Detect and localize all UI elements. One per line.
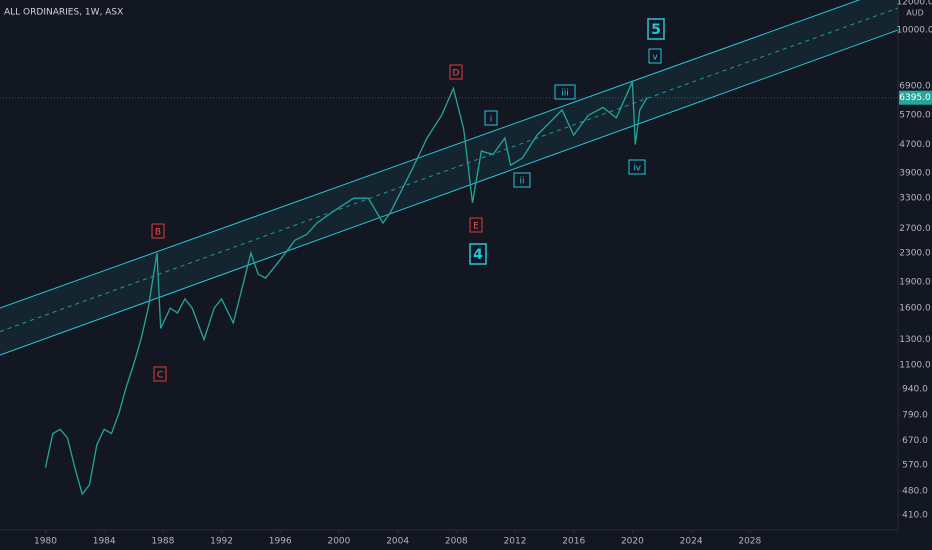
channel-upper bbox=[0, 0, 861, 309]
y-tick-label: 12000.0 bbox=[896, 0, 932, 8]
wave-label-box bbox=[628, 159, 646, 175]
wave-label-box bbox=[151, 223, 165, 239]
y-tick-label: 1900.0 bbox=[899, 277, 931, 287]
wave-label: iv bbox=[633, 164, 642, 174]
x-tick-label: 2012 bbox=[504, 537, 527, 547]
y-tick-label: 790.0 bbox=[902, 411, 928, 421]
x-tick-label: 2004 bbox=[386, 537, 409, 547]
wave-label: ii bbox=[519, 177, 524, 187]
x-tick-label: 1996 bbox=[269, 537, 292, 547]
x-tick-label: 1980 bbox=[34, 537, 57, 547]
y-tick-label: 480.0 bbox=[902, 486, 928, 496]
wave-label: 4 bbox=[473, 247, 483, 263]
wave-label-box bbox=[554, 84, 576, 100]
y-tick-label: 5700.0 bbox=[899, 111, 931, 121]
x-tick-label: 2028 bbox=[738, 537, 761, 547]
wave-label-box bbox=[648, 48, 662, 64]
last-price-label: 6395.0 bbox=[899, 93, 931, 103]
wave-label: v bbox=[652, 53, 658, 63]
wave-label: i bbox=[490, 115, 493, 125]
x-tick-label: 1988 bbox=[151, 537, 174, 547]
y-tick-label: 1300.0 bbox=[899, 335, 931, 345]
wave-label: D bbox=[453, 69, 460, 79]
y-tick-label: 4700.0 bbox=[899, 140, 931, 150]
wave-label: E bbox=[473, 222, 479, 232]
x-tick-label: 1992 bbox=[210, 537, 233, 547]
x-tick-label: 2000 bbox=[327, 537, 350, 547]
wave-label-box bbox=[513, 172, 531, 188]
y-tick-label: 1100.0 bbox=[899, 360, 931, 370]
wave-label: B bbox=[155, 228, 161, 238]
y-tick-label: 940.0 bbox=[902, 384, 928, 394]
wave-label: C bbox=[157, 371, 163, 381]
wave-label: 5 bbox=[651, 22, 661, 38]
price-line bbox=[44, 81, 648, 496]
wave-label-box bbox=[484, 110, 498, 126]
wave-label-box bbox=[647, 18, 665, 40]
x-tick-label: 2020 bbox=[621, 537, 644, 547]
wave-label-box bbox=[469, 243, 487, 265]
wave-label: iii bbox=[561, 89, 569, 99]
currency: AUD bbox=[906, 9, 924, 18]
wave-label-box bbox=[449, 64, 463, 80]
y-tick-label: 6900.0 bbox=[899, 82, 931, 92]
x-tick-label: 2024 bbox=[680, 537, 703, 547]
y-tick-label: 2300.0 bbox=[899, 248, 931, 258]
y-tick-label: 2700.0 bbox=[899, 224, 931, 234]
wave-label-box bbox=[153, 366, 167, 382]
y-tick-label: 10000.0 bbox=[896, 25, 932, 35]
chart-title: ALL ORDINARIES, 1W, ASX bbox=[4, 8, 123, 18]
y-tick-label: 3300.0 bbox=[899, 194, 931, 204]
x-tick-label: 1984 bbox=[93, 537, 116, 547]
x-tick-label: 2016 bbox=[562, 537, 585, 547]
y-tick-label: 3900.0 bbox=[899, 168, 931, 178]
y-tick-label: 670.0 bbox=[902, 436, 928, 446]
channel-mid bbox=[0, 7, 899, 332]
wave-label-box bbox=[469, 217, 483, 233]
y-tick-label: 1600.0 bbox=[899, 304, 931, 314]
y-tick-label: 410.0 bbox=[902, 510, 928, 520]
y-tick-label: 570.0 bbox=[902, 460, 928, 470]
x-tick-label: 2008 bbox=[445, 537, 468, 547]
last-price-box bbox=[899, 90, 932, 105]
